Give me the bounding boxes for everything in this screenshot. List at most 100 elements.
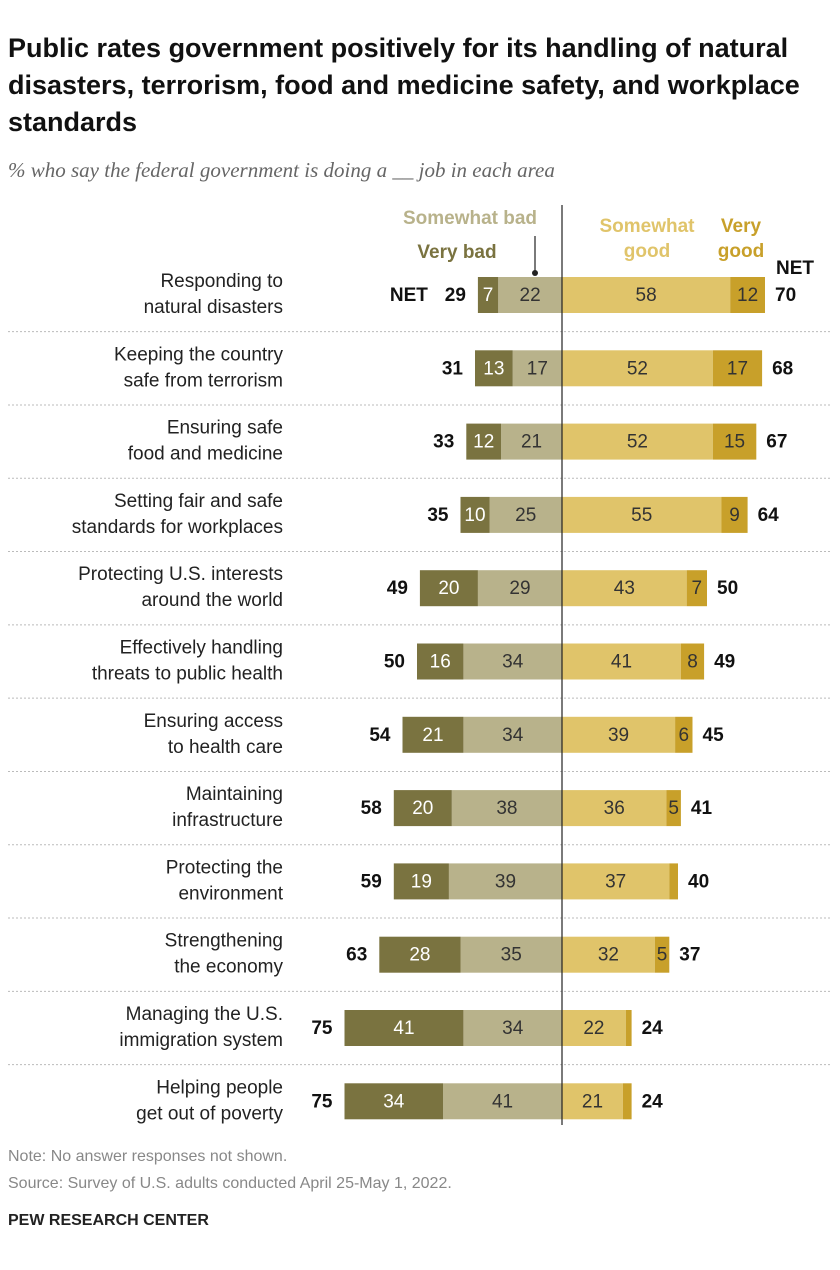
net-value: 63	[346, 945, 367, 966]
value-label: 52	[627, 358, 648, 379]
net-value: 50	[717, 578, 738, 599]
value-label: 34	[502, 725, 524, 746]
value-label: 39	[608, 725, 629, 746]
bar-segment	[562, 863, 670, 900]
chart-subtitle: % who say the federal government is doin…	[8, 158, 555, 182]
bar-segment	[562, 1083, 623, 1120]
value-label: 25	[515, 505, 536, 526]
value-label: 5	[657, 945, 668, 966]
value-label: 34	[383, 1091, 405, 1112]
bar-segment	[562, 716, 676, 753]
net-value: 41	[691, 798, 713, 819]
net-value: 35	[427, 505, 449, 526]
bar-segment	[393, 790, 452, 827]
legend-entry: Very bad	[417, 242, 497, 263]
bar-segment	[669, 863, 678, 900]
bar-segment	[344, 1010, 464, 1046]
bar-segment	[562, 277, 731, 313]
bar-segment	[562, 570, 687, 607]
category-label: Ensuring safe	[167, 418, 283, 439]
net-header: NET	[776, 258, 814, 279]
bar-segment	[417, 643, 464, 680]
bar-segment	[463, 1010, 562, 1046]
value-label: 12	[737, 285, 758, 306]
value-label: 17	[727, 358, 748, 379]
value-label: 55	[631, 505, 652, 526]
category-label: Helping people	[156, 1077, 283, 1098]
value-label: 34	[502, 1018, 524, 1039]
value-label: 19	[411, 871, 432, 892]
net-value: 54	[369, 725, 391, 746]
value-label: 35	[501, 945, 522, 966]
bar-segment	[654, 936, 670, 973]
value-label: 6	[679, 725, 690, 746]
category-label: Effectively handling	[120, 638, 283, 659]
category-label: threats to public health	[92, 664, 283, 685]
net-value: 24	[642, 1018, 664, 1039]
source: Source: Survey of U.S. adults conducted …	[8, 1175, 452, 1192]
net-value: 59	[361, 871, 382, 892]
net-value: 45	[703, 725, 725, 746]
category-label: get out of poverty	[136, 1103, 283, 1124]
bar-segment	[402, 716, 464, 753]
legend-entry: Very good	[717, 216, 765, 262]
category-label: environment	[178, 883, 283, 904]
bar-segment	[489, 496, 562, 533]
bar-segment	[562, 496, 722, 533]
brand: PEW RESEARCH CENTER	[8, 1212, 209, 1229]
bar-segment	[666, 790, 681, 827]
bar-segment	[477, 570, 562, 607]
bar-segment	[501, 423, 562, 460]
category-label: Protecting U.S. interests	[78, 564, 283, 585]
net-value: 50	[384, 652, 405, 673]
legend-entry: Somewhat good	[599, 216, 695, 262]
net-value: 24	[642, 1091, 664, 1112]
bar-segment	[460, 496, 490, 533]
net-value: 75	[311, 1018, 333, 1039]
value-label: 7	[692, 578, 703, 599]
value-label: 20	[412, 798, 433, 819]
category-label: around the world	[141, 590, 283, 611]
net-label: NET	[390, 285, 428, 306]
value-label: 29	[509, 578, 530, 599]
bar-segment	[562, 790, 667, 827]
category-label: Keeping the country	[114, 344, 284, 365]
value-label: 22	[520, 285, 541, 306]
leader-dot	[532, 270, 538, 276]
bar-segment	[562, 350, 713, 387]
legend-entry: Somewhat bad	[402, 208, 538, 229]
bar-segment	[622, 1083, 632, 1120]
bar-segment	[712, 350, 763, 387]
bar-segment	[625, 1010, 632, 1046]
chart-title: Public rates government positively for i…	[8, 33, 800, 137]
bar-segment	[466, 423, 502, 460]
bar-segment	[498, 277, 562, 313]
value-label: 12	[473, 432, 494, 453]
value-label: 9	[729, 505, 740, 526]
net-value: 31	[442, 358, 464, 379]
value-label: 13	[483, 358, 504, 379]
bar-segment	[463, 643, 562, 680]
bar-segment	[712, 423, 757, 460]
value-label: 41	[393, 1018, 414, 1039]
bar-segment	[562, 643, 681, 680]
value-label: 5	[668, 798, 679, 819]
category-label: Setting fair and safe	[114, 491, 283, 512]
category-label: Responding to	[160, 271, 283, 292]
net-value: 67	[766, 432, 787, 453]
category-label: safe from terrorism	[124, 370, 283, 391]
value-label: 10	[464, 505, 485, 526]
category-label: Managing the U.S.	[126, 1004, 283, 1025]
note: Note: No answer responses not shown.	[8, 1148, 288, 1165]
value-label: 38	[496, 798, 517, 819]
net-value: 37	[679, 945, 700, 966]
value-label: 21	[582, 1091, 603, 1112]
value-label: 41	[611, 652, 632, 673]
net-value: 49	[387, 578, 408, 599]
value-label: 43	[614, 578, 635, 599]
category-label: the economy	[174, 957, 283, 978]
bar-segment	[477, 277, 499, 313]
value-label: 34	[502, 652, 524, 673]
